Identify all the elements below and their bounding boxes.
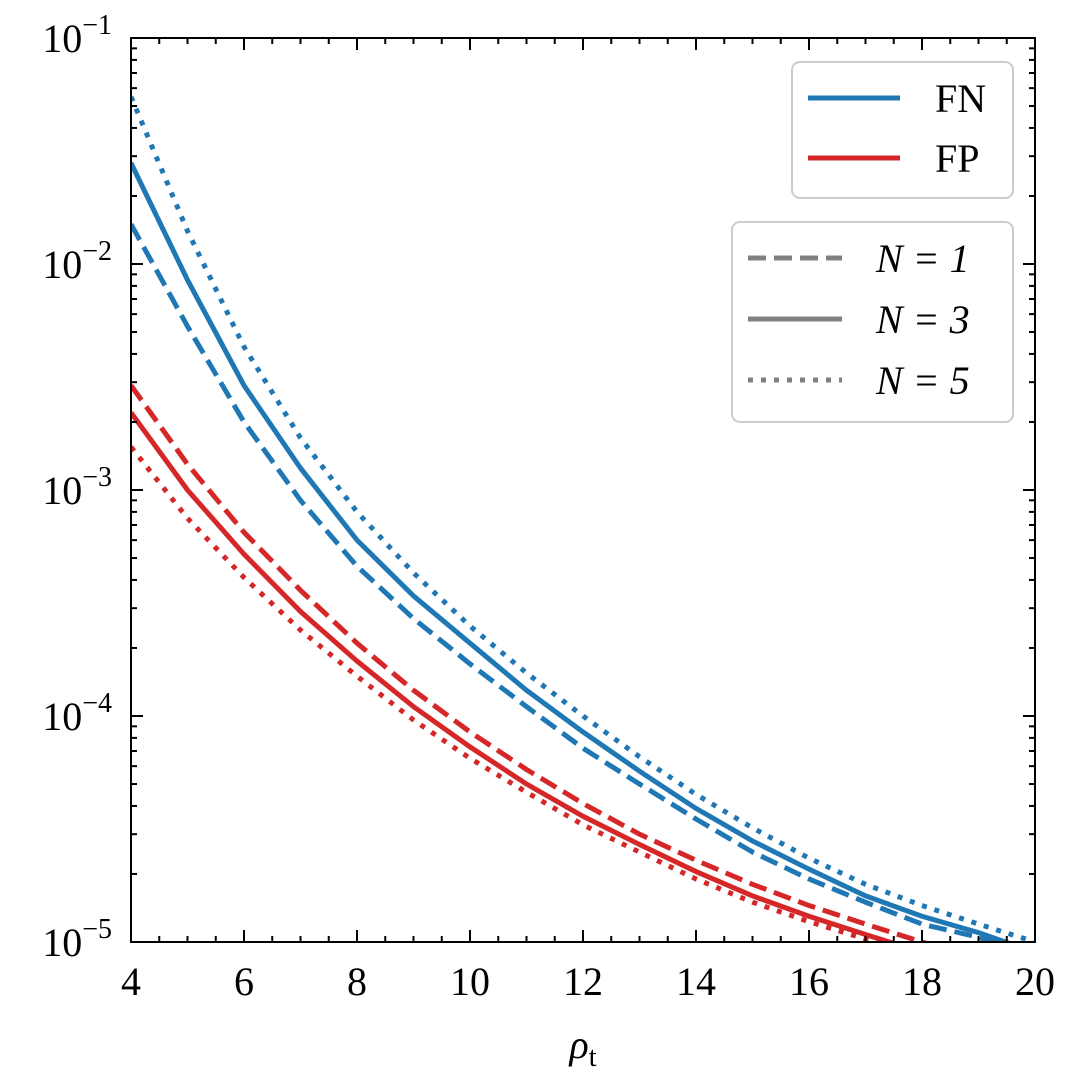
y-tick-exponent: −5 (82, 914, 112, 945)
series-line (131, 384, 932, 942)
y-tick-label: 10−4 (42, 688, 112, 739)
y-tick-exponent: −4 (82, 688, 112, 719)
series-line (131, 95, 1035, 942)
y-tick-base: 10 (42, 694, 82, 739)
y-tick-label: 10−3 (42, 462, 112, 513)
series-line (131, 445, 885, 942)
y-tick-label: 10−2 (42, 236, 112, 287)
series-line (131, 411, 898, 942)
series-line (131, 161, 1013, 942)
x-tick-label: 4 (121, 959, 141, 1004)
x-label-main: ρ (568, 1022, 589, 1067)
x-tick-label: 20 (1015, 959, 1055, 1004)
y-tick-base: 10 (42, 242, 82, 287)
x-tick-label: 12 (563, 959, 603, 1004)
y-tick-label: 10−5 (42, 914, 112, 965)
y-tick-exponent: −3 (82, 462, 112, 493)
x-tick-label: 18 (902, 959, 942, 1004)
x-label-sub: t (589, 1042, 597, 1073)
plot-area (131, 95, 1035, 942)
legend-label: N = 5 (875, 358, 970, 403)
x-tick-label: 10 (450, 959, 490, 1004)
legend-label: N = 3 (875, 297, 970, 342)
legend-label: FN (935, 76, 986, 121)
y-tick-base: 10 (42, 16, 82, 61)
legend-label: FP (935, 136, 980, 181)
y-tick-base: 10 (42, 468, 82, 513)
y-tick-label: 10−1 (42, 10, 112, 61)
x-tick-label: 16 (789, 959, 829, 1004)
x-tick-label: 14 (676, 959, 716, 1004)
y-tick-exponent: −2 (82, 236, 112, 267)
series-line (131, 222, 999, 942)
x-axis-label: ρt (568, 1022, 597, 1073)
y-tick-exponent: −1 (82, 10, 112, 41)
legend-label: N = 1 (875, 236, 970, 281)
y-tick-base: 10 (42, 920, 82, 965)
legend-box (731, 221, 1014, 423)
x-tick-label: 8 (347, 959, 367, 1004)
x-tick-label: 6 (234, 959, 254, 1004)
